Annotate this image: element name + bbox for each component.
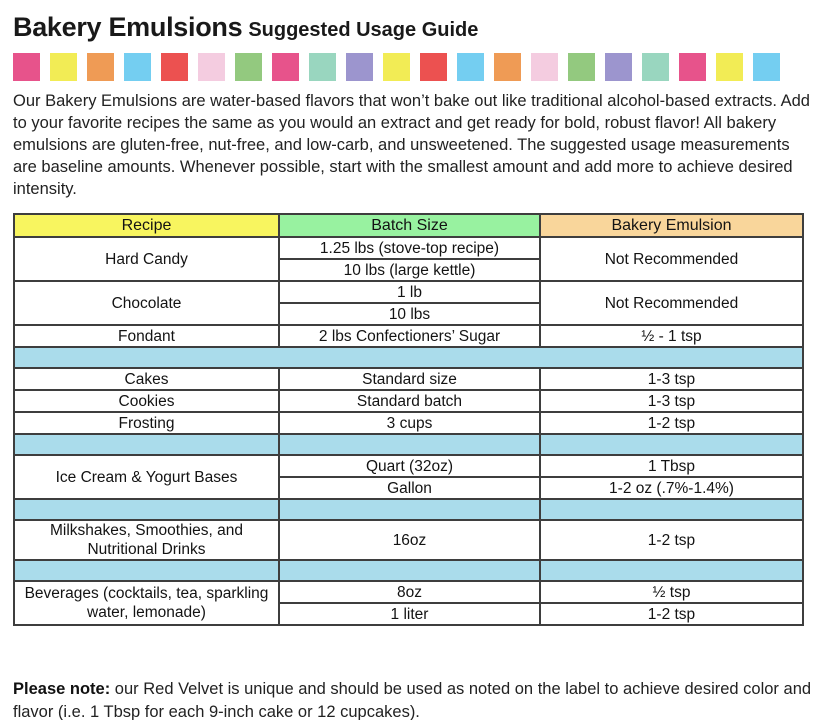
color-square (679, 53, 706, 81)
table-row: 1 liter 1-2 tsp (14, 602, 804, 626)
table-row: Cakes Standard size 1-3 tsp (13, 367, 804, 391)
table-row: Fondant 2 lbs Confectioners’ Sugar ½ - 1… (13, 324, 804, 348)
note-text: our Red Velvet is unique and should be u… (13, 680, 812, 720)
batch-cell: Quart (32oz) (278, 454, 541, 478)
batch-cell: 1.25 lbs (stove-top recipe) (278, 236, 541, 260)
recipe-cell: Milkshakes, Smoothies, and Nutritional D… (13, 519, 280, 561)
emulsion-cell: ½ tsp (539, 580, 804, 604)
table-row: Ice Cream & Yogurt Bases Quart (32oz) 1 … (13, 454, 804, 500)
emulsion-cell: 1-2 oz (.7%-1.4%) (539, 476, 804, 500)
column-header-batch-size: Batch Size (278, 213, 541, 238)
separator-band (13, 498, 280, 521)
table-row: Beverages (cocktails, tea, sparkling wat… (13, 580, 804, 626)
table-row: Frosting 3 cups 1-2 tsp (13, 411, 804, 435)
separator-band (539, 498, 804, 521)
color-square (642, 53, 669, 81)
color-square (198, 53, 225, 81)
title-main: Bakery Emulsions (13, 12, 243, 42)
recipe-cell: Fondant (13, 324, 280, 348)
table-row: 10 lbs (14, 302, 803, 326)
color-square (346, 53, 373, 81)
color-square (13, 53, 40, 81)
batch-cell: 10 lbs (large kettle) (278, 258, 541, 282)
color-square (50, 53, 77, 81)
color-square (605, 53, 632, 81)
recipe-cell: Frosting (13, 411, 280, 435)
separator-band (13, 559, 280, 582)
emulsion-cell: Not Recommended (539, 280, 804, 326)
emulsion-cell: 1-2 tsp (539, 602, 804, 626)
batch-cell: 10 lbs (278, 302, 541, 326)
color-square (457, 53, 484, 81)
emulsion-cell: 1 Tbsp (539, 454, 804, 478)
batch-cell: 8oz (278, 580, 541, 604)
recipe-cell: Ice Cream & Yogurt Bases (13, 454, 280, 500)
color-square (235, 53, 262, 81)
batch-cell: 1 lb (278, 280, 541, 304)
color-square (383, 53, 410, 81)
batch-cell: 2 lbs Confectioners’ Sugar (278, 324, 541, 348)
table-row: Cookies Standard batch 1-3 tsp (13, 389, 804, 413)
separator-band (539, 559, 804, 582)
header-row: Recipe Batch Size Bakery Emulsion (13, 213, 804, 238)
color-square (494, 53, 521, 81)
column-header-recipe: Recipe (13, 213, 280, 238)
usage-table: Recipe Batch Size Bakery Emulsion Hard C… (13, 213, 804, 626)
table-row: 10 lbs (large kettle) (14, 258, 803, 282)
separator-band (278, 498, 541, 521)
recipe-cell: Cookies (13, 389, 280, 413)
footer-note: Please note: our Red Velvet is unique an… (13, 678, 819, 720)
emulsion-cell: 1-2 tsp (539, 519, 804, 561)
color-square (716, 53, 743, 81)
separator-band (278, 559, 541, 582)
color-square (87, 53, 114, 81)
color-stripe (13, 53, 806, 81)
intro-paragraph: Our Bakery Emulsions are water-based fla… (13, 92, 810, 198)
color-square (531, 53, 558, 81)
color-square (309, 53, 336, 81)
emulsion-cell: 1-3 tsp (539, 389, 804, 413)
separator-band (539, 433, 804, 456)
recipe-cell: Hard Candy (13, 236, 280, 282)
title-sub: Suggested Usage Guide (248, 19, 479, 41)
table-row: Hard Candy 1.25 lbs (stove-top recipe) N… (13, 236, 804, 282)
batch-cell: Standard size (278, 367, 541, 391)
batch-cell: 3 cups (278, 411, 541, 435)
column-header-bakery-emulsion: Bakery Emulsion (539, 213, 804, 238)
color-square (124, 53, 151, 81)
batch-cell: Gallon (278, 476, 541, 500)
separator-band (278, 433, 541, 456)
batch-cell: 1 liter (278, 602, 541, 626)
separator-row (13, 559, 804, 582)
recipe-cell: Beverages (cocktails, tea, sparkling wat… (13, 580, 280, 626)
color-square (420, 53, 447, 81)
separator-row (13, 498, 804, 521)
separator-row (13, 433, 804, 456)
color-square (272, 53, 299, 81)
batch-cell: Standard batch (278, 389, 541, 413)
table-row: Chocolate 1 lb Not Recommended (13, 280, 804, 326)
separator-band (13, 433, 280, 456)
emulsion-cell: 1-3 tsp (539, 367, 804, 391)
recipe-cell: Cakes (13, 367, 280, 391)
emulsion-cell: ½ - 1 tsp (539, 324, 804, 348)
table-row: Milkshakes, Smoothies, and Nutritional D… (13, 519, 804, 561)
color-square (568, 53, 595, 81)
page-title: Bakery Emulsions Suggested Usage Guide (13, 12, 806, 43)
separator-row (13, 346, 804, 369)
batch-cell: 16oz (278, 519, 541, 561)
emulsion-cell: 1-2 tsp (539, 411, 804, 435)
recipe-cell: Chocolate (13, 280, 280, 326)
color-square (753, 53, 780, 81)
table-row: Gallon 1-2 oz (.7%-1.4%) (14, 476, 804, 500)
note-label: Please note: (13, 680, 111, 698)
separator-band (13, 346, 804, 369)
emulsion-cell: Not Recommended (539, 236, 804, 282)
color-square (161, 53, 188, 81)
